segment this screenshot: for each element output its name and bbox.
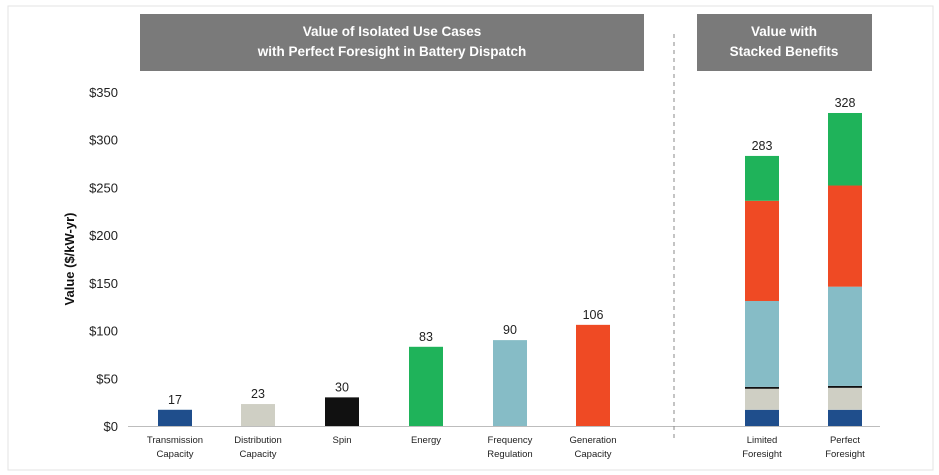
stacked-segment (745, 300, 779, 387)
right-banner-line: Stacked Benefits (730, 44, 839, 59)
x-tick-label-line: Frequency (488, 435, 533, 446)
right-panel-banner: Value with Stacked Benefits (697, 14, 872, 71)
y-axis-title: Value ($/kW-yr) (62, 213, 77, 306)
right-banner-line: Value with (751, 24, 817, 39)
stacked-segment (745, 409, 779, 426)
stacked-segment (745, 386, 779, 389)
bar-data-label: 83 (419, 330, 433, 344)
x-tick-label: Spin (332, 435, 351, 446)
stacked-segment (828, 409, 862, 426)
stacked-segment (828, 387, 862, 410)
x-tick-label-line: Spin (332, 435, 351, 446)
x-tick-label-line: Capacity (575, 449, 612, 460)
x-tick-label: Transmission Capacity (147, 435, 203, 460)
x-tick-label-line: Limited (747, 435, 778, 446)
stacked-segment (828, 385, 862, 388)
left-banner-box (140, 14, 644, 71)
right-banner-box (697, 14, 872, 71)
x-tick-label-line: Generation (569, 435, 616, 446)
x-tick-label-line: Transmission (147, 435, 203, 446)
y-tick-label: $200 (89, 228, 118, 243)
x-tick-label: Generation Capacity (569, 435, 616, 460)
x-tick-label-line: Energy (411, 435, 441, 446)
left-banner-line: with Perfect Foresight in Battery Dispat… (257, 44, 527, 59)
chart-frame (7, 5, 934, 471)
x-tick-label: Perfect Foresight (825, 435, 865, 460)
bar (158, 409, 192, 426)
x-tick-label: Energy (411, 435, 441, 446)
y-tick-label: $50 (96, 371, 118, 386)
stacked-segment (828, 185, 862, 287)
bar (576, 324, 610, 426)
bar-data-label: 90 (503, 323, 517, 337)
y-tick-label: $0 (104, 419, 118, 434)
stacked-total-label: 283 (752, 139, 773, 153)
stacked-segment (745, 388, 779, 410)
chart-border (7, 5, 934, 471)
x-axis: Transmission Capacity Distribution Capacity… (147, 435, 865, 460)
x-tick-label: Limited Foresight (742, 435, 782, 460)
bar (325, 397, 359, 426)
stacked-segment (745, 155, 779, 201)
y-tick-label: $100 (89, 324, 118, 339)
y-tick-label: $150 (89, 276, 118, 291)
y-axis: $0 $50 $100 $150 $200 $250 $300 $350 Value ($/kW… (62, 85, 118, 434)
bar-data-label: 17 (168, 393, 182, 407)
left-banner-line: Value of Isolated Use Cases (303, 24, 482, 39)
x-tick-label-line: Foresight (742, 449, 782, 460)
stacked-segment (745, 200, 779, 301)
bar (241, 404, 275, 426)
x-tick-label-line: Capacity (240, 449, 277, 460)
y-tick-label: $250 (89, 180, 118, 195)
bar-data-label: 30 (335, 380, 349, 394)
x-tick-label: Distribution Capacity (234, 435, 282, 460)
bar-data-label: 106 (583, 308, 604, 322)
stacked-segment (828, 112, 862, 186)
stacked-segment (828, 286, 862, 386)
bar (409, 346, 443, 426)
x-tick-label-line: Regulation (487, 449, 532, 460)
bar-data-label: 23 (251, 387, 265, 401)
x-tick-label: Frequency Regulation (487, 435, 532, 460)
x-tick-label-line: Perfect (830, 435, 860, 446)
bar (493, 340, 527, 426)
bars: 17 23 30 83 90 106 283 328 (158, 96, 862, 426)
y-tick-label: $350 (89, 85, 118, 100)
banners: Value of Isolated Use Cases with Perfect … (140, 14, 872, 71)
stacked-total-label: 328 (835, 96, 856, 110)
y-tick-label: $300 (89, 133, 118, 148)
x-tick-label-line: Capacity (157, 449, 194, 460)
left-panel-banner: Value of Isolated Use Cases with Perfect … (140, 14, 644, 71)
x-tick-label-line: Distribution (234, 435, 282, 446)
x-tick-label-line: Foresight (825, 449, 865, 460)
